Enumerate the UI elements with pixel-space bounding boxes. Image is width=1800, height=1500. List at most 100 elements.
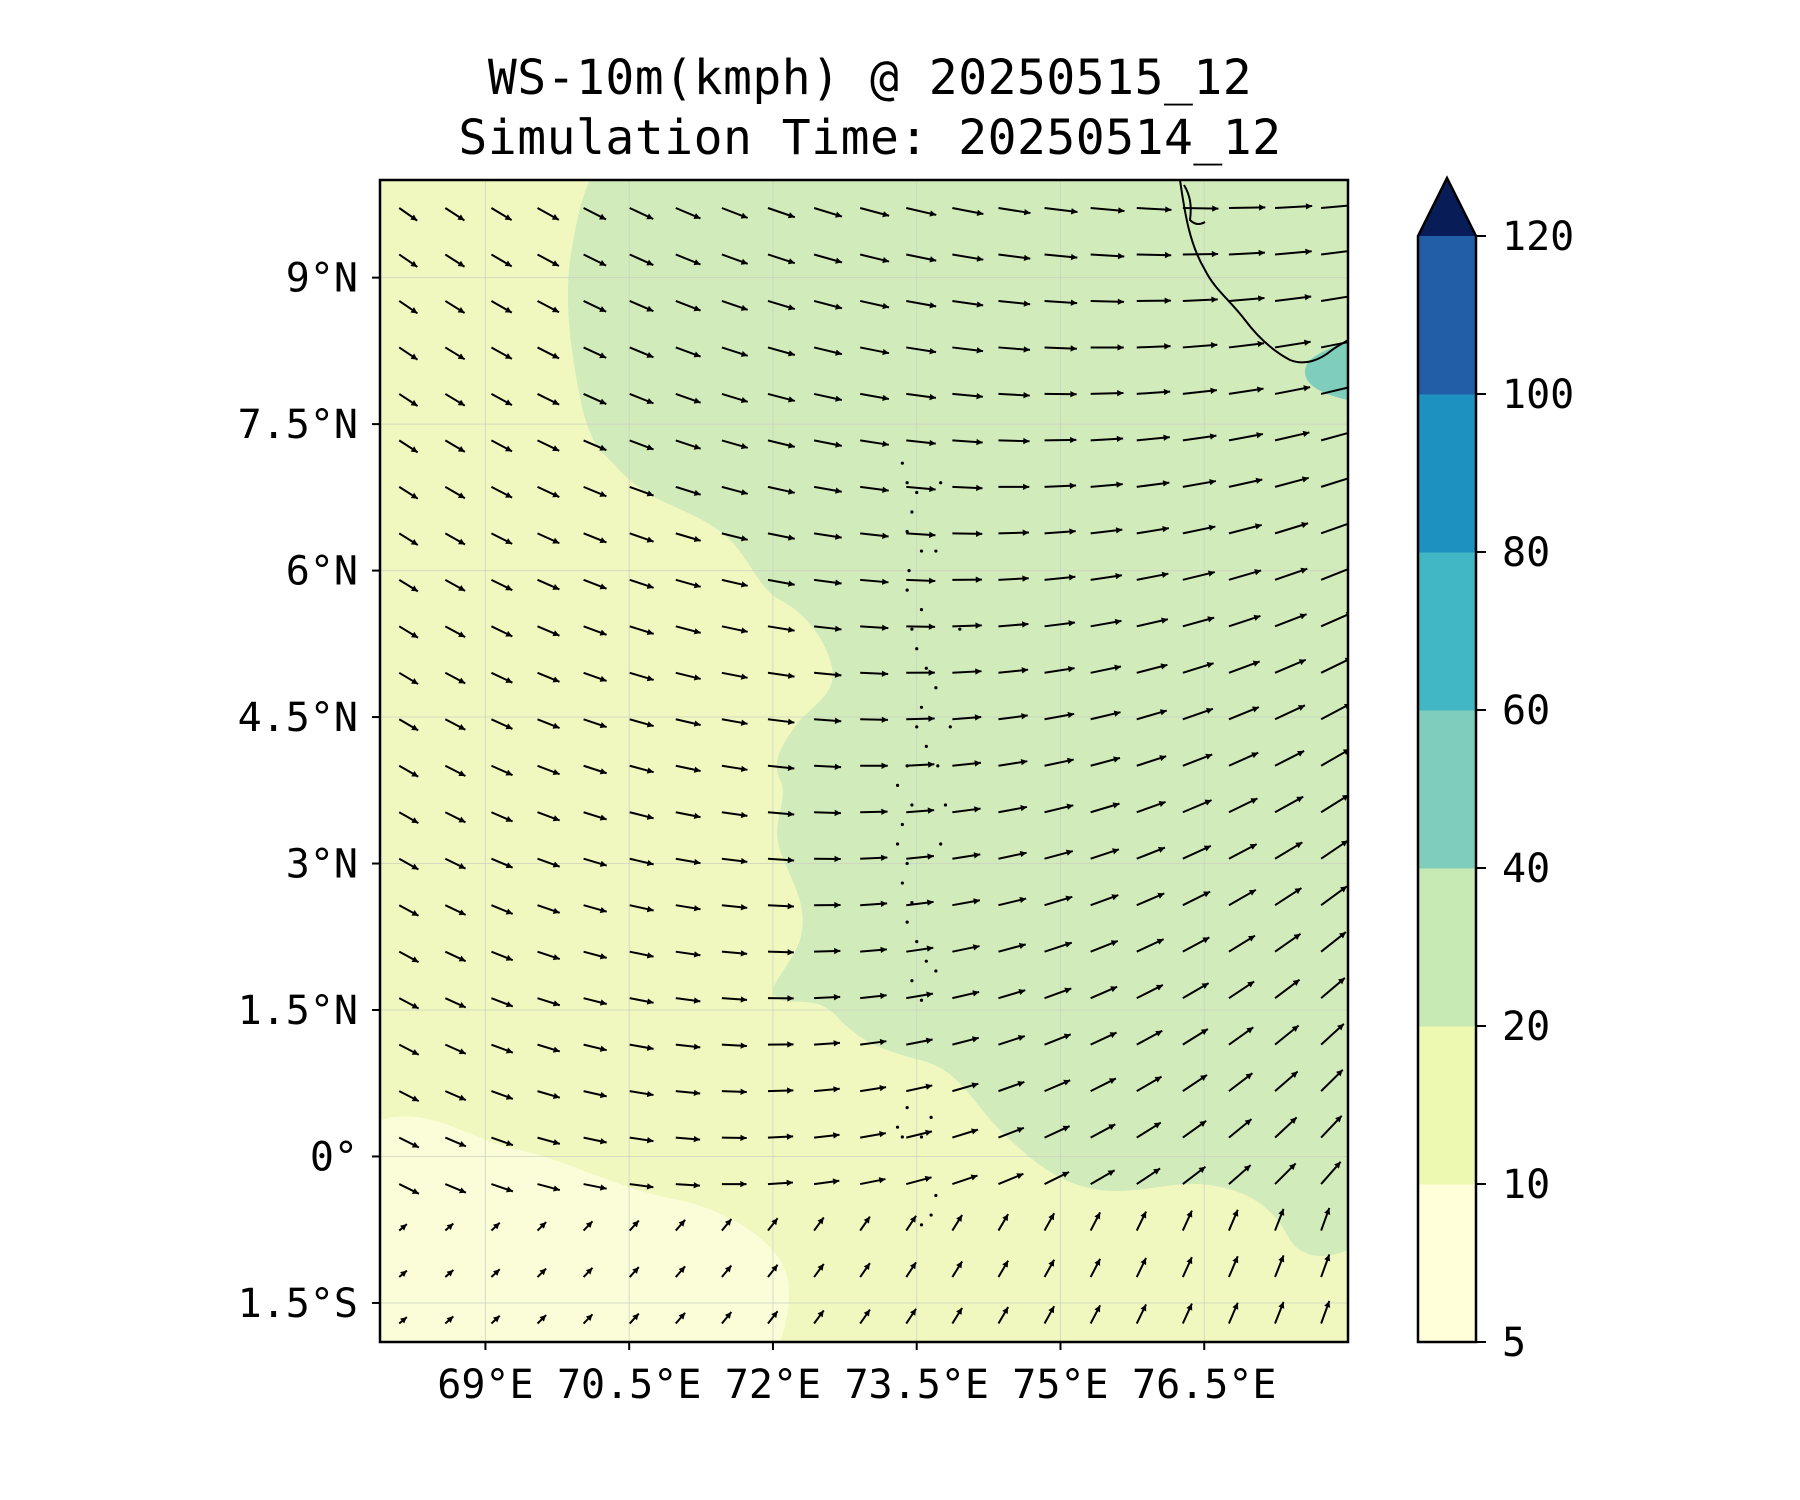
wind-arrow-head — [880, 900, 888, 908]
wind-arrow-head — [1301, 476, 1309, 483]
wind-arrow-head — [1258, 249, 1265, 257]
wind-arrow-head — [505, 862, 513, 869]
wind-arrow-head — [1289, 1117, 1297, 1124]
wind-arrow-head — [976, 347, 984, 354]
wind-arrow-head — [1112, 802, 1120, 809]
wind-arrow-head — [1070, 436, 1077, 444]
wind-arrow-head — [1108, 1124, 1116, 1131]
wind-arrow-head — [976, 255, 984, 262]
wind-arrow-shaft — [1320, 431, 1348, 442]
wind-arrow-head — [646, 398, 654, 405]
wind-arrow-head — [446, 1269, 454, 1277]
wind-arrow-head — [693, 489, 701, 496]
wind-arrow-head — [410, 492, 418, 499]
wind-arrow-head — [976, 438, 983, 446]
wind-arrow-head — [1066, 803, 1074, 810]
wind-arrow-head — [458, 538, 466, 545]
wind-arrow-head — [1019, 850, 1027, 858]
wind-arrow-head — [1048, 1306, 1055, 1314]
atoll-dot — [900, 822, 904, 827]
wind-arrow-head — [1294, 888, 1302, 895]
wind-arrow-head — [693, 766, 701, 773]
wind-arrow-head — [863, 1309, 870, 1317]
wind-arrow-head — [678, 1266, 686, 1274]
wind-arrow-head — [1002, 1307, 1009, 1315]
wind-arrow-head — [1113, 710, 1121, 717]
wind-arrow-head — [646, 444, 654, 451]
wind-arrow-head — [1157, 846, 1165, 853]
wind-arrow-head — [1117, 298, 1125, 305]
wind-arrow-head — [552, 537, 560, 544]
wind-arrow-head — [632, 1313, 639, 1321]
wind-arrow-head — [1023, 254, 1031, 262]
wind-arrow-head — [1199, 1120, 1207, 1128]
wind-arrow-head — [646, 675, 654, 682]
wind-arrow-head — [972, 944, 980, 951]
wind-arrow-head — [740, 489, 748, 496]
wind-arrow-head — [1200, 1074, 1208, 1082]
wind-arrow-head — [788, 442, 795, 449]
strong-wind-patch — [1305, 340, 1348, 400]
atoll-dot — [924, 959, 928, 963]
wind-arrow-head — [1062, 1125, 1070, 1132]
colorbar-label: 100 — [1502, 372, 1574, 418]
wind-arrow-head — [834, 671, 842, 678]
wind-arrow-head — [1094, 1258, 1101, 1266]
wind-arrow-head — [975, 576, 983, 583]
wind-arrow-head — [1064, 941, 1072, 948]
atoll-dot — [924, 666, 928, 670]
wind-arrow-shaft — [1320, 477, 1348, 488]
simulation-time-subtitle: Simulation Time: 20250514_12 — [458, 110, 1282, 166]
wind-arrow-head — [787, 534, 795, 541]
atoll-dot — [910, 803, 914, 807]
wind-arrow-head — [724, 1265, 732, 1273]
wind-arrow-head — [834, 625, 842, 632]
wind-arrow-head — [693, 259, 701, 266]
wind-arrow-head — [505, 677, 513, 683]
wind-arrow-head — [1023, 346, 1030, 353]
wind-arrow-head — [740, 719, 748, 726]
wind-arrow-head — [693, 628, 701, 635]
wind-arrow-head — [973, 898, 980, 905]
atoll-dot — [905, 588, 909, 592]
wind-arrow-head — [832, 1132, 840, 1139]
wind-arrow-head — [834, 763, 842, 771]
wind-arrow-head — [975, 622, 982, 629]
x-tick-label: 70.5°E — [557, 1362, 702, 1408]
wind-arrow-head — [1290, 1071, 1298, 1078]
wind-arrow-head — [1159, 709, 1167, 716]
wind-arrow-head — [1243, 1165, 1251, 1172]
wind-arrow-head — [929, 393, 936, 401]
wind-arrow-head — [879, 1131, 886, 1138]
wind-arrow-head — [1162, 525, 1169, 533]
wind-arrow-head — [599, 629, 607, 636]
wind-arrow-head — [1160, 663, 1168, 670]
longitude-axis: 69°E 70.5°E 72°E 73.5°E 75°E 76.5°E — [437, 1342, 1276, 1408]
atoll-dot — [915, 490, 919, 495]
wind-arrow-head — [1094, 1212, 1101, 1220]
wind-arrow-head — [1293, 933, 1301, 941]
wind-arrow-head — [693, 397, 701, 404]
wind-arrow-head — [1110, 986, 1118, 993]
wind-arrow-head — [1163, 434, 1170, 441]
wind-arrow-head — [909, 1308, 917, 1316]
wind-arrow-head — [646, 490, 654, 497]
wind-arrow-head — [599, 398, 607, 405]
atoll-dot — [915, 647, 919, 651]
atoll-dot — [934, 549, 938, 553]
wind-arrow-head — [1204, 799, 1212, 806]
colorbar-label: 40 — [1502, 846, 1550, 892]
wind-arrow-head — [787, 764, 795, 772]
wind-arrow-head — [458, 585, 466, 591]
wind-arrow-head — [1210, 387, 1217, 394]
wind-arrow-head — [632, 1267, 639, 1274]
wind-arrow-head — [505, 769, 513, 776]
wind-arrow-head — [411, 631, 419, 638]
wind-arrow-head — [1259, 204, 1266, 211]
wind-arrow-head — [552, 861, 560, 868]
atoll-dot — [924, 744, 928, 748]
wind-arrow-head — [446, 1223, 454, 1230]
atoll-dot — [919, 705, 924, 709]
wind-arrow-head — [411, 956, 419, 963]
